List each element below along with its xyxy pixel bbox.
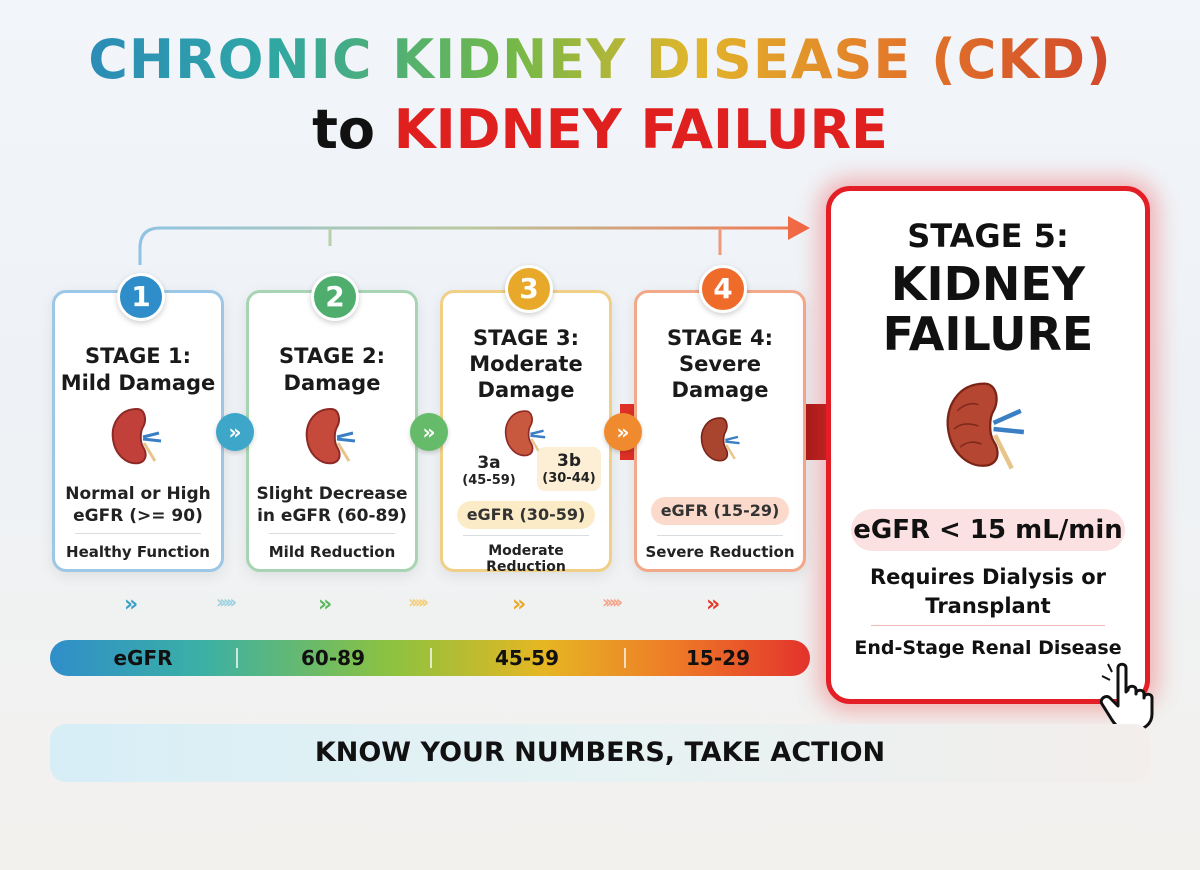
- stage-1-egfr: Normal or High eGFR (>= 90): [65, 484, 211, 526]
- egfr-scale-bar: eGFR 60-89 45-59 15-29: [50, 640, 810, 676]
- stage-1-card: STAGE 1: Mild Damage Normal or High eGFR…: [52, 290, 224, 572]
- stage-2-card: STAGE 2: Damage Slight Decrease in eGFR …: [246, 290, 418, 572]
- stage-5-disease-name: End-Stage Renal Disease: [854, 637, 1122, 659]
- kidney-icon: [700, 417, 740, 462]
- footer-banner: KNOW YOUR NUMBERS, TAKE ACTION: [50, 724, 1150, 782]
- top-connector-line: [138, 226, 790, 265]
- stage-3-egfr-pill: eGFR (30-59): [457, 501, 595, 529]
- stage-5-card: STAGE 5: KIDNEY FAILURE eGFR < 15 mL/min…: [826, 186, 1150, 704]
- stage-3-function: Moderate Reduction: [486, 543, 566, 575]
- stage-5-label: STAGE 5:: [907, 217, 1069, 255]
- top-connector-arrowhead: [788, 216, 810, 240]
- kidney-icon: [946, 382, 1025, 470]
- pointer-hand-icon: [1099, 660, 1154, 732]
- title-prefix: to: [312, 98, 375, 161]
- chevron-icon: »: [706, 592, 720, 617]
- stage-2-badge: 2: [311, 273, 359, 321]
- stage-3-card: STAGE 3: Moderate Damage 3a (45-59) 3b (…: [440, 290, 612, 575]
- divider: [463, 535, 589, 536]
- divider: [871, 625, 1105, 626]
- divider: [236, 648, 238, 668]
- stage-3-title: STAGE 3: Moderate Damage: [469, 326, 583, 402]
- stage-3-badge: 3: [505, 265, 553, 313]
- title-line-1: CHRONIC KIDNEY DISEASE (CKD): [0, 28, 1200, 91]
- stage-2-title: STAGE 2: Damage: [279, 344, 385, 395]
- egfr-bar-label: 15-29: [686, 646, 750, 670]
- divider: [75, 533, 201, 534]
- stage-5-title: KIDNEY FAILURE: [882, 257, 1094, 361]
- kidney-icon: [111, 407, 162, 465]
- chevron-icon: »: [318, 592, 332, 617]
- chevron-icon: »: [124, 592, 138, 617]
- divider: [657, 535, 783, 536]
- title-emphasis: KIDNEY FAILURE: [393, 98, 888, 161]
- chevron-icon: »: [512, 592, 526, 617]
- kidney-icon: [305, 407, 356, 465]
- egfr-bar-label: eGFR: [113, 646, 173, 670]
- chevron-right-icon: »: [216, 413, 254, 451]
- divider: [269, 533, 395, 534]
- egfr-bar-label: 60-89: [301, 646, 365, 670]
- chevron-icon: ›››››: [216, 592, 237, 613]
- stage-1-function: Healthy Function: [66, 543, 210, 561]
- stage-3a: 3a (45-59): [462, 453, 516, 488]
- stage-1-badge: 1: [117, 273, 165, 321]
- stage-4-card: STAGE 4: Severe Damage eGFR (15-29) Seve…: [634, 290, 806, 572]
- chevron-icon: ›››››: [408, 592, 429, 613]
- chevron-right-icon: »: [410, 413, 448, 451]
- stage-2-egfr: Slight Decrease in eGFR (60-89): [256, 484, 408, 526]
- title-line-2: to KIDNEY FAILURE: [0, 98, 1200, 161]
- stage-4-badge: 4: [699, 265, 747, 313]
- stage-4-egfr-pill: eGFR (15-29): [651, 497, 789, 525]
- stage-5-egfr-pill: eGFR < 15 mL/min: [851, 509, 1125, 551]
- stage-4-function: Severe Reduction: [645, 543, 795, 561]
- chevron-icon: ›››››: [602, 592, 623, 613]
- egfr-bar-label: 45-59: [495, 646, 559, 670]
- stage-5-requirement: Requires Dialysis or Transplant: [870, 565, 1106, 618]
- divider: [430, 648, 432, 668]
- stage-1-title: STAGE 1: Mild Damage: [60, 344, 216, 395]
- chevron-right-icon: »: [604, 413, 642, 451]
- stage-4-title: STAGE 4: Severe Damage: [667, 326, 773, 402]
- divider: [624, 648, 626, 668]
- stage-3b: 3b (30-44): [537, 447, 601, 491]
- stage-2-function: Mild Reduction: [268, 543, 396, 561]
